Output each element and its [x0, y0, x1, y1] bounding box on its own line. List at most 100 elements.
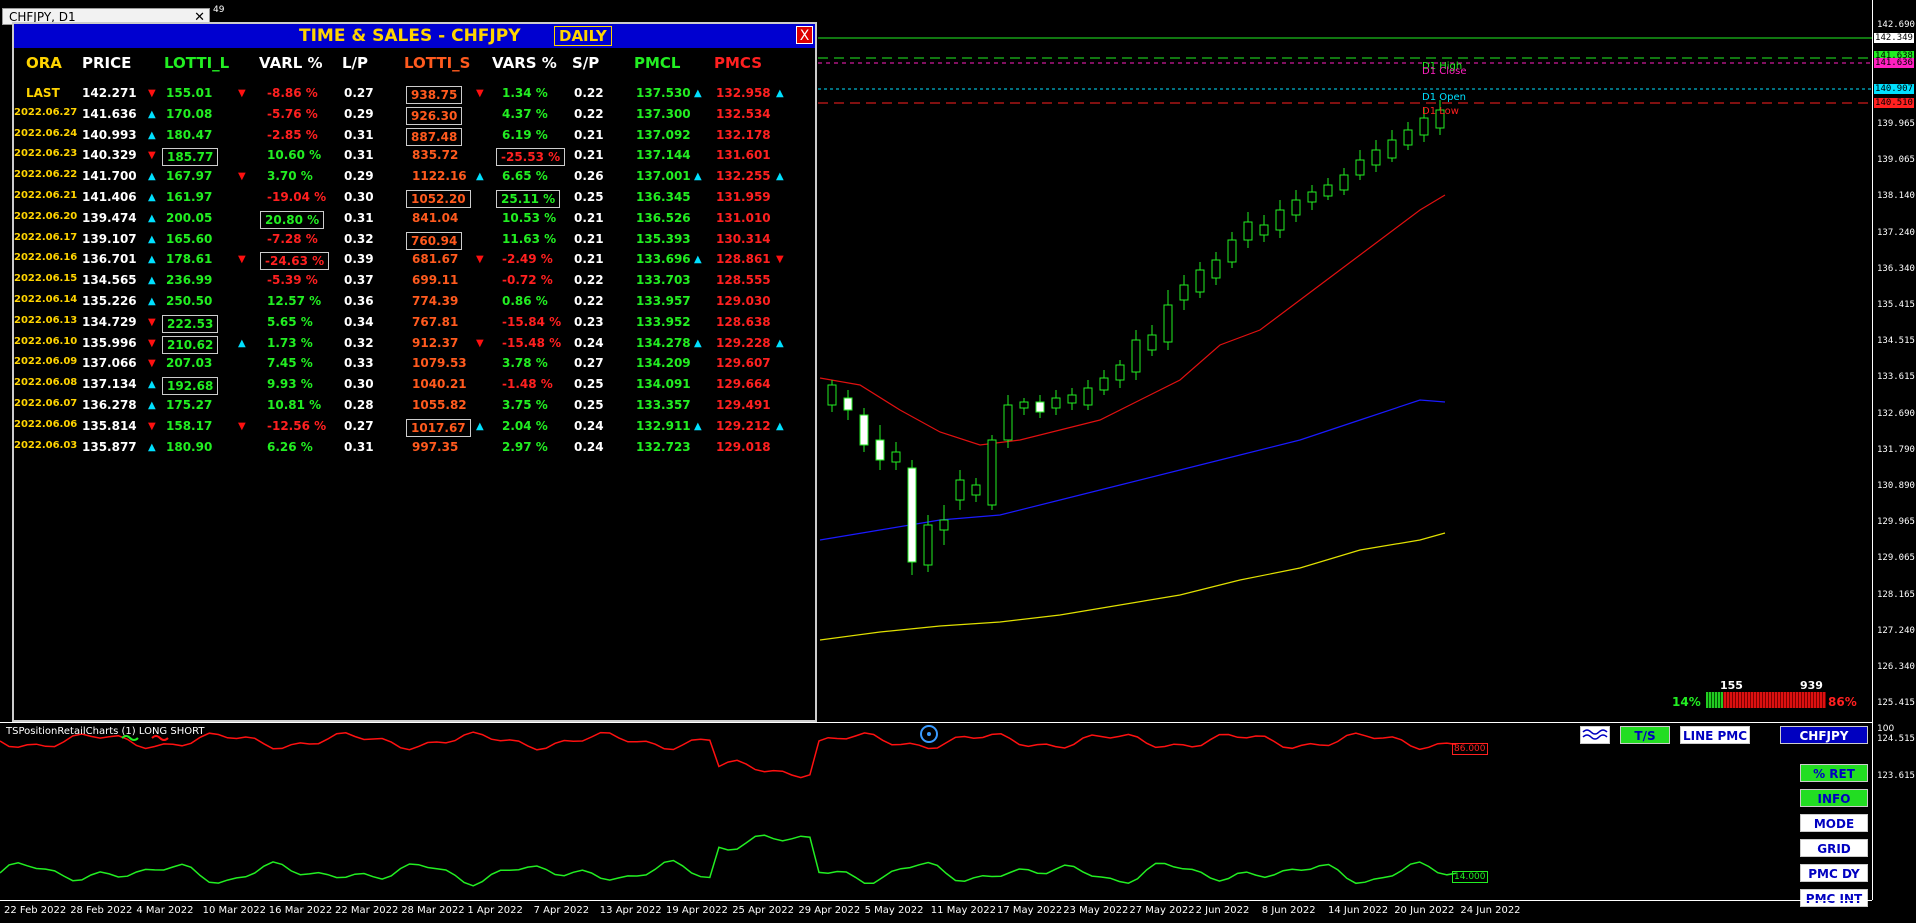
ts-header-col: PMCS: [714, 54, 763, 72]
ts-row-pmcs: 130.314: [716, 231, 771, 246]
ts-row-varl: -8.86 %: [267, 86, 318, 100]
price-tag-high: 141.638: [1874, 51, 1914, 61]
time-tick: 25 Apr 2022: [732, 905, 795, 916]
ts-row-lotti-s: 1055.82: [412, 398, 467, 412]
ts-row-date: 2022.06.03: [14, 439, 78, 451]
wave-icon: [1582, 729, 1608, 740]
candle-body: [843, 397, 853, 411]
ts-row-varl: -5.39 %: [267, 273, 318, 288]
ts-row-sp: 0.22: [574, 86, 604, 100]
ts-row-vars: 6.19 %: [502, 127, 548, 142]
ts-row-lp: 0.27: [344, 418, 374, 433]
daily-button[interactable]: DAILY: [554, 26, 612, 46]
ts-row-lotti-s: 912.37: [412, 335, 459, 350]
symbol-button[interactable]: CHFJPY: [1780, 726, 1868, 744]
ts-row-lp: 0.30: [344, 190, 374, 204]
candle-body: [1307, 191, 1317, 203]
up-arrow-icon: ▲: [148, 296, 156, 307]
ts-button[interactable]: T/S: [1620, 726, 1670, 744]
ts-row-sp: 0.24: [574, 439, 604, 454]
side-button-mode[interactable]: MODE: [1800, 814, 1868, 832]
price-axis[interactable]: 142.690 139.965 139.065 138.140 137.240 136.3…: [1872, 0, 1916, 781]
candle-body: [939, 519, 949, 531]
ts-row-price: 137.066: [82, 356, 137, 371]
up-arrow-icon: ▲: [148, 254, 156, 266]
candle-body: [1403, 129, 1413, 146]
ts-row-pmcl: 132.723: [636, 439, 691, 454]
long-ratio-line: [0, 834, 1457, 887]
price-tick: 123.615: [1877, 770, 1915, 781]
side-button-pmc-dy[interactable]: PMC DY: [1800, 864, 1868, 882]
ts-row-lotti-l: 165.60: [166, 231, 213, 246]
side-button-grid[interactable]: GRID: [1800, 839, 1868, 857]
time-and-sales-panel[interactable]: TIME & SALES - CHFJPY DAILY X ORA PRICE LO…: [12, 22, 817, 722]
ma-red-line: [819, 194, 1446, 446]
long-value-tag: 14.000: [1452, 871, 1488, 883]
up-arrow-icon: ▲: [694, 420, 702, 432]
ts-row-vars: 3.75 %: [502, 398, 548, 412]
ts-row-lp: 0.39: [344, 252, 374, 267]
ts-row-lp: 0.37: [344, 273, 374, 288]
price-tick: 127.240: [1877, 625, 1915, 636]
ts-row-varl: -7.28 %: [267, 231, 318, 246]
target-icon[interactable]: [920, 725, 938, 743]
indicator-legend-icons: [121, 735, 169, 741]
up-arrow-icon: ▲: [694, 171, 702, 183]
ts-row-pmcl: 133.957: [636, 294, 691, 308]
indicator-chart[interactable]: [0, 722, 1872, 901]
up-arrow-icon: ▲: [148, 129, 156, 141]
ts-row-pmcl: 136.345: [636, 190, 691, 204]
indicator-axis-top: 100: [1877, 724, 1895, 734]
ts-row-lotti-s: 1122.16: [412, 169, 467, 184]
candle-body: [1387, 139, 1397, 159]
ts-row-sp: 0.25: [574, 398, 604, 412]
up-arrow-icon: ▲: [148, 275, 156, 287]
time-tick: 13 Apr 2022: [599, 905, 662, 916]
side-button-pmc-int[interactable]: PMC INT: [1800, 889, 1868, 907]
ts-close-button[interactable]: X: [796, 26, 813, 44]
ts-row-date: 2022.06.14: [14, 294, 78, 305]
ts-row-pmcs: 132.178: [716, 127, 771, 142]
up-arrow-icon: ▲: [776, 88, 784, 99]
candle-body: [1179, 284, 1189, 301]
close-icon[interactable]: ✕: [194, 10, 205, 25]
candle-body: [1147, 334, 1157, 351]
down-arrow-icon: ▼: [476, 254, 484, 266]
ts-row-lotti-s: 681.67: [412, 252, 459, 267]
candle-body: [907, 467, 917, 563]
ts-row-date: 2022.06.16: [14, 252, 78, 264]
ts-row-varl: 9.93 %: [267, 377, 313, 392]
up-arrow-icon: ▲: [148, 108, 156, 120]
wave-icon-button[interactable]: [1580, 726, 1610, 744]
ts-row-vars: -1.48 %: [502, 377, 553, 392]
down-arrow-icon: ▼: [148, 358, 156, 370]
ts-row-varl: -12.56 %: [267, 418, 327, 433]
price-tick: 129.965: [1877, 517, 1915, 528]
ts-row-pmcl: 134.278: [636, 335, 691, 350]
price-tick: 128.165: [1877, 589, 1915, 600]
main-price-chart[interactable]: [0, 0, 1872, 722]
long-ratio-fill: [1706, 692, 1723, 708]
line-pmc-button[interactable]: LINE PMC: [1680, 726, 1750, 744]
ts-row-lp: 0.31: [344, 210, 374, 225]
side-button--ret[interactable]: % RET: [1800, 764, 1868, 782]
short-pct-label: 86%: [1828, 695, 1857, 709]
side-button-info[interactable]: INFO: [1800, 789, 1868, 807]
chart-window-tab[interactable]: CHFJPY, D1 ✕: [2, 8, 210, 25]
time-tick: 24 Jun 2022: [1460, 905, 1521, 916]
price-tag-close: 141.636: [1874, 58, 1914, 68]
ts-row-lotti-l: 207.03: [166, 356, 213, 371]
ts-row-price: 135.996: [82, 335, 137, 350]
time-axis[interactable]: 22 Feb 2022 28 Feb 2022 4 Mar 2022 10 Mar 2…: [0, 900, 1872, 923]
candle-body: [1211, 259, 1221, 279]
time-tick: 19 Apr 2022: [666, 905, 728, 916]
price-tick: 138.140: [1877, 191, 1915, 202]
price-tick: 135.415: [1877, 300, 1915, 310]
indicator-axis[interactable]: 100: [1872, 722, 1916, 900]
ts-title: TIME & SALES - CHFJPY: [299, 26, 521, 46]
down-arrow-icon: ▼: [148, 88, 156, 99]
price-tick: 132.690: [1877, 408, 1915, 419]
ts-row-pmcl: 133.703: [636, 273, 691, 288]
ts-header-bar[interactable]: TIME & SALES - CHFJPY DAILY X: [14, 24, 815, 48]
candle-body: [1243, 221, 1253, 241]
